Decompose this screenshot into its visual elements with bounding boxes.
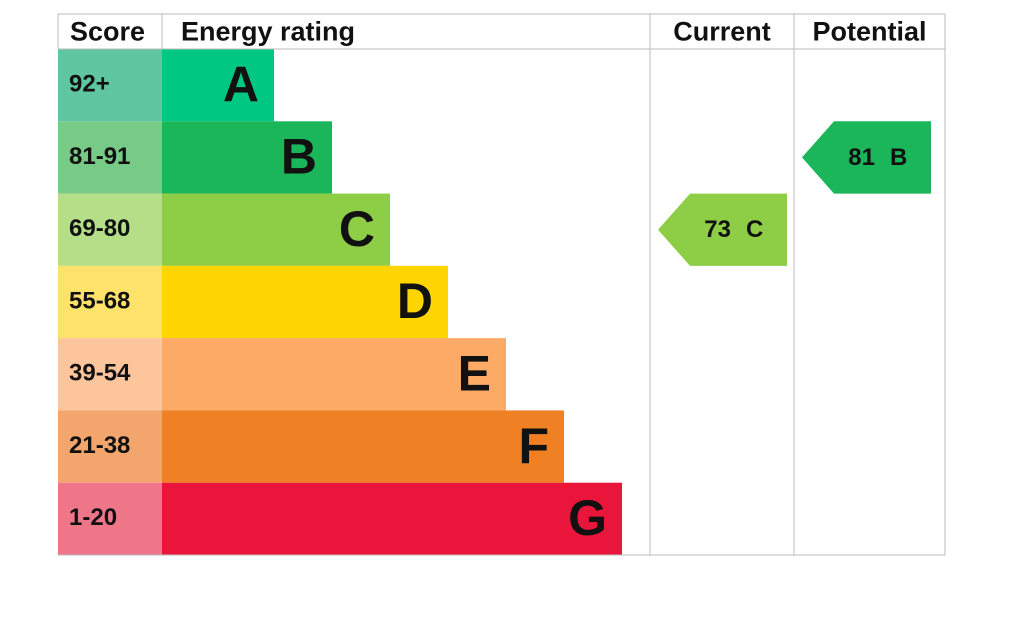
current-value: 73 xyxy=(704,216,731,243)
rating-bar xyxy=(162,121,332,194)
rating-letter: C xyxy=(339,201,375,257)
rating-letter: A xyxy=(223,56,259,112)
rating-bar xyxy=(162,193,390,266)
rating-bar xyxy=(162,410,564,483)
score-label: 81-91 xyxy=(69,143,130,170)
rating-letter: F xyxy=(518,418,549,474)
column-header: Score xyxy=(70,17,145,47)
score-label: 69-80 xyxy=(69,215,130,242)
potential-letter: B xyxy=(890,144,907,171)
rating-bar xyxy=(162,338,506,411)
rating-bar xyxy=(162,482,622,555)
score-cell xyxy=(58,410,162,483)
rating-bar xyxy=(162,265,448,339)
potential-arrow xyxy=(802,121,931,194)
score-label: 1-20 xyxy=(69,504,117,531)
score-label: 21-38 xyxy=(69,432,130,459)
score-cell xyxy=(58,121,162,194)
potential-value: 81 xyxy=(848,144,875,171)
rating-letter: E xyxy=(458,345,491,401)
column-header: Energy rating xyxy=(181,17,355,47)
score-cell xyxy=(58,49,162,122)
score-label: 39-54 xyxy=(69,360,131,387)
current-letter: C xyxy=(746,216,763,243)
score-cell xyxy=(58,338,162,411)
column-header: Potential xyxy=(812,17,926,47)
score-cell xyxy=(58,482,162,555)
score-cell xyxy=(58,193,162,266)
score-label: 55-68 xyxy=(69,287,130,314)
rating-letter: D xyxy=(397,273,433,329)
score-label: 92+ xyxy=(69,70,110,97)
column-header: Current xyxy=(673,17,771,47)
current-arrow xyxy=(658,193,787,266)
rating-letter: B xyxy=(281,129,317,185)
rating-bar xyxy=(162,49,274,122)
rating-letter: G xyxy=(568,490,607,546)
score-cell xyxy=(58,265,162,339)
